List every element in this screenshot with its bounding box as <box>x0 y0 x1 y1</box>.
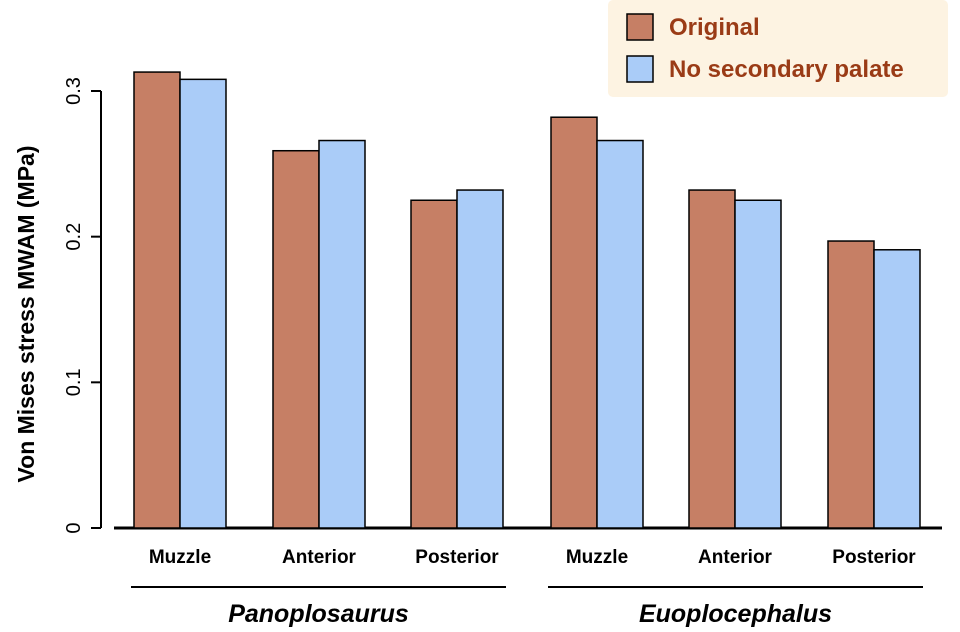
category-label: Posterior <box>415 547 499 568</box>
legend-swatch <box>626 55 654 83</box>
legend-label: Original <box>669 14 760 41</box>
bar <box>318 139 366 529</box>
y-tick-label: 0.3 <box>63 77 85 105</box>
category-label: Posterior <box>832 547 916 568</box>
category-label: Anterior <box>698 547 773 568</box>
group-label: Euoplocephalus <box>639 600 832 628</box>
bar <box>456 189 504 529</box>
category-label: Muzzle <box>149 547 211 568</box>
y-tick-label: 0.2 <box>63 223 85 251</box>
bar <box>827 240 875 529</box>
bar <box>133 71 181 529</box>
bar <box>550 116 598 529</box>
legend-box <box>608 0 948 97</box>
bar <box>734 199 782 529</box>
legend: Original No secondary palate <box>608 0 948 97</box>
y-axis: 0 0.1 0.2 0.3 <box>63 77 102 534</box>
bar <box>179 78 227 529</box>
bar <box>873 249 921 529</box>
category-label: Muzzle <box>566 547 628 568</box>
category-label: Anterior <box>282 547 357 568</box>
y-tick-label: 0.1 <box>63 368 85 396</box>
y-axis-label: Von Mises stress MWAM (MPa) <box>13 146 39 483</box>
group-label: Panoplosaurus <box>228 600 409 628</box>
bar <box>410 199 458 529</box>
x-axis: Muzzle Anterior Posterior Muzzle Anterior Pos… <box>131 547 923 628</box>
bar <box>596 139 644 529</box>
y-tick-label: 0 <box>63 522 85 533</box>
bars <box>114 71 942 530</box>
legend-swatch <box>626 13 654 41</box>
bar <box>688 189 736 529</box>
legend-label: No secondary palate <box>669 56 904 83</box>
bar <box>272 149 320 529</box>
